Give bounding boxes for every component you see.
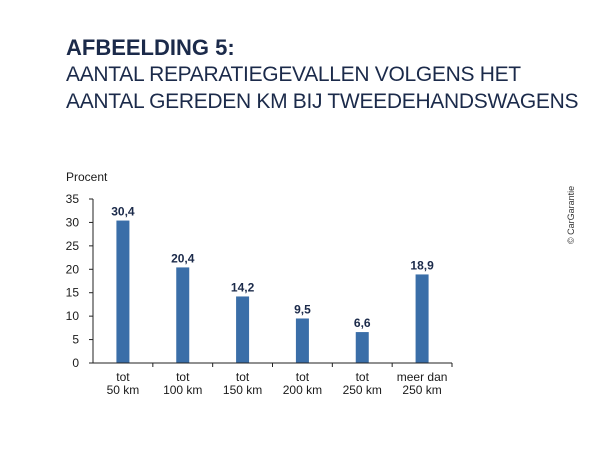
y-tick-label: 15 (66, 286, 80, 300)
y-axis-title: Procent (66, 170, 108, 184)
y-axis: 0 5 10 15 20 25 30 35 (66, 192, 94, 370)
y-tick-label: 10 (66, 309, 80, 323)
data-label: 20,4 (171, 251, 195, 265)
bar (176, 267, 190, 363)
data-label: 6,6 (354, 316, 371, 330)
y-tick-label: 20 (66, 262, 80, 276)
chart-title-block: AFBEELDING 5: AANTAL REPARATIEGEVALLEN V… (66, 34, 579, 115)
chart-title: AFBEELDING 5: (66, 35, 235, 60)
data-label: 30,4 (111, 205, 135, 219)
data-label: 9,5 (294, 302, 311, 316)
data-label: 14,2 (231, 280, 255, 294)
x-category-label: 200 km (283, 383, 322, 397)
x-category-label: 100 km (163, 383, 202, 397)
x-category-label: 250 km (343, 383, 382, 397)
bar (355, 332, 369, 363)
bar (116, 220, 130, 363)
x-category-label: 50 km (107, 383, 140, 397)
chart-subtitle-line-2: AANTAL GEREDEN KM BIJ TWEEDEHANDSWAGENS (66, 90, 579, 113)
x-category-label: tot (176, 370, 190, 384)
x-category-label: meer dan (397, 370, 448, 384)
x-category-label: 250 km (402, 383, 441, 397)
copyright-note: © CarGarantie (566, 185, 576, 244)
y-tick-label: 25 (66, 239, 80, 253)
bar (236, 296, 250, 363)
x-category-label: tot (236, 370, 250, 384)
x-category-label: tot (296, 370, 310, 384)
y-tick-label: 30 (66, 215, 80, 229)
y-tick-label: 5 (72, 333, 79, 347)
bar (415, 274, 429, 363)
chart-subtitle-line-1: AANTAL REPARATIEGEVALLEN VOLGENS HET (66, 63, 521, 86)
bar (295, 318, 309, 363)
bar-series: 30,4 20,4 14,2 9,5 6,6 18,9 (111, 205, 434, 363)
x-category-label: 150 km (223, 383, 262, 397)
x-category-label: tot (356, 370, 370, 384)
y-tick-label: 0 (72, 356, 79, 370)
y-tick-label: 35 (66, 192, 80, 206)
data-label: 18,9 (410, 258, 434, 272)
x-category-label: tot (116, 370, 130, 384)
